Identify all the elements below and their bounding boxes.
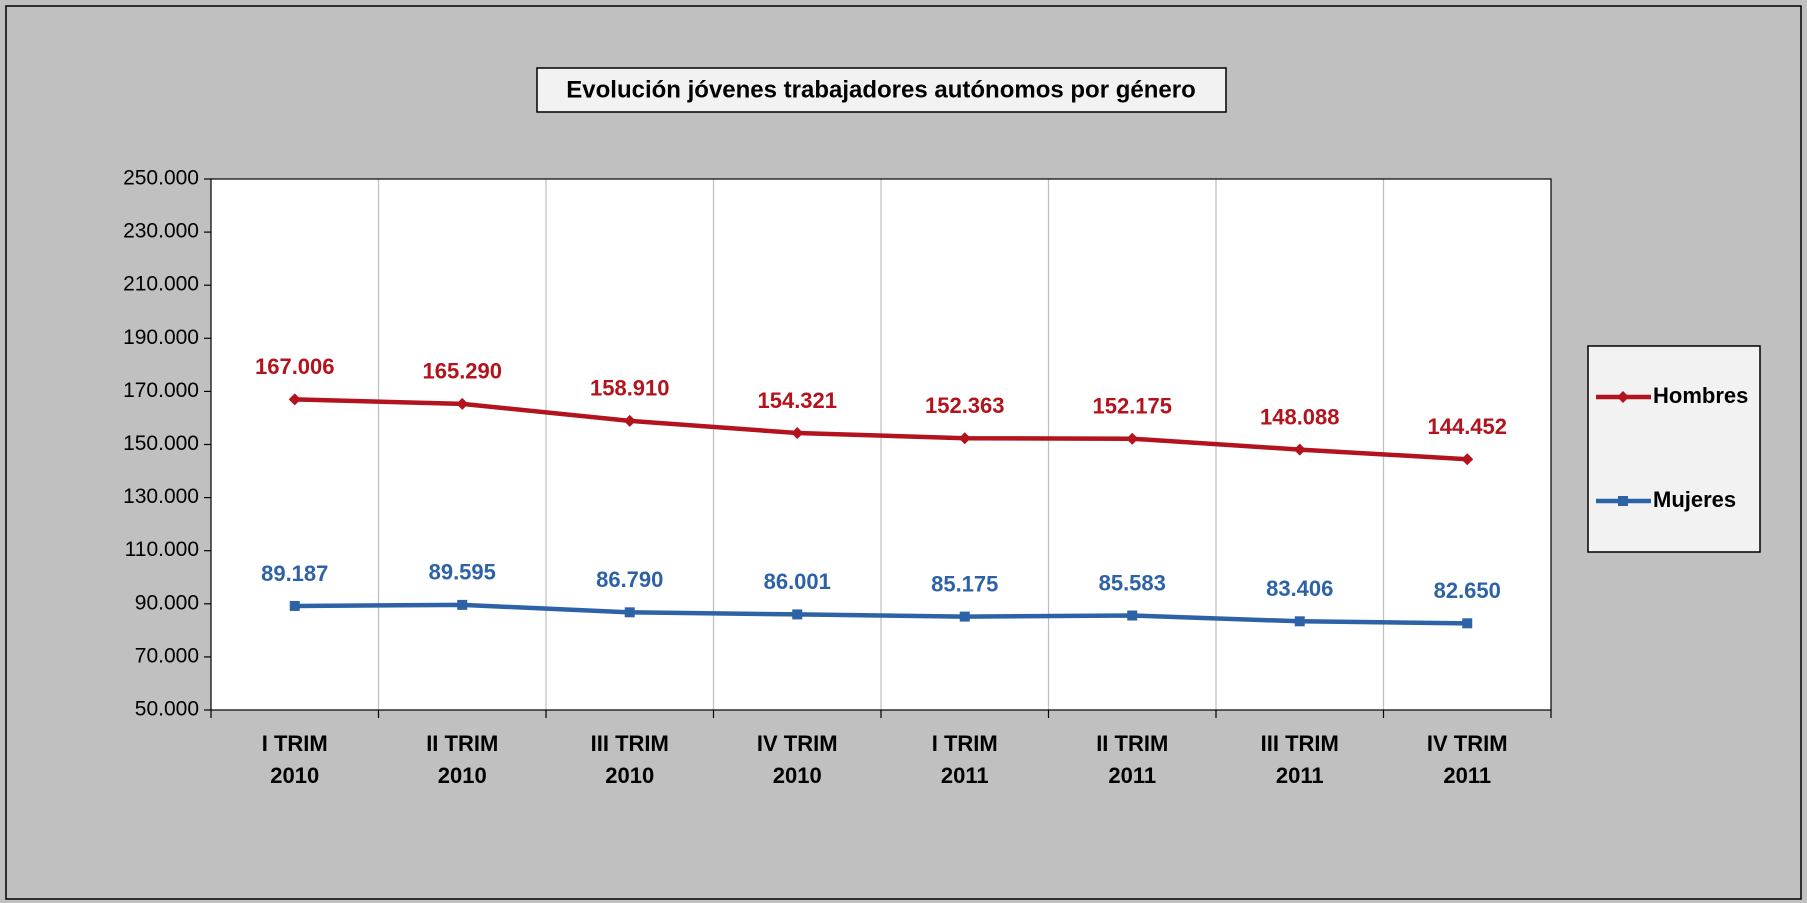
marker (1126, 432, 1139, 445)
marker (289, 600, 300, 611)
x-tick-label-line: IV TRIM (757, 731, 838, 756)
data-label: 82.650 (1434, 578, 1501, 603)
data-label: 85.583 (1099, 570, 1166, 595)
x-tick-label: IV TRIM 2010 (757, 731, 838, 788)
data-label: 148.088 (1260, 404, 1340, 429)
title-box (536, 67, 1227, 113)
legend-marker (1617, 391, 1629, 403)
y-tick-label: 110.000 (125, 538, 199, 561)
marker (624, 607, 635, 618)
y-tick-label: 50.000 (135, 698, 199, 721)
x-tick-label: I TRIM 2010 (262, 731, 328, 788)
legend-marker (1618, 496, 1628, 506)
data-label: 83.406 (1266, 576, 1333, 601)
marker (958, 432, 971, 445)
marker (1293, 443, 1306, 456)
x-tick-label-line: III TRIM (591, 731, 669, 756)
marker (1462, 618, 1473, 629)
marker (792, 609, 803, 620)
data-label: 85.175 (931, 571, 998, 596)
marker (791, 427, 804, 440)
data-label: 167.006 (255, 354, 335, 379)
marker (288, 393, 301, 406)
data-label: 144.452 (1427, 414, 1507, 439)
data-label: 86.790 (596, 567, 663, 592)
marker (1461, 453, 1474, 466)
y-tick-label: 210.000 (123, 273, 199, 296)
data-label: 89.595 (429, 560, 496, 585)
y-tick-label: 170.000 (123, 379, 199, 402)
series-line (294, 602, 1468, 626)
x-tick-label-line: 2011 (941, 763, 989, 788)
x-tick-label-line: 2010 (605, 763, 654, 788)
x-tick-label: III TRIM 2011 (1261, 731, 1339, 788)
x-tick-label-line: 2010 (270, 763, 319, 788)
marker (623, 414, 636, 427)
legend-label: Hombres (1653, 383, 1748, 408)
series-line (294, 397, 1468, 462)
data-label: 89.187 (261, 561, 328, 586)
data-label: 158.910 (590, 376, 670, 401)
x-tick-label: III TRIM 2010 (591, 731, 669, 788)
x-tick-label-line: III TRIM (1261, 731, 1339, 756)
x-tick-label-line: I TRIM (262, 731, 328, 756)
y-tick-label: 190.000 (123, 326, 199, 349)
x-tick-label: IV TRIM 2011 (1427, 731, 1508, 788)
y-tick-label: 150.000 (123, 432, 199, 455)
y-tick-label: 90.000 (135, 591, 199, 614)
x-tick-label-line: 2011 (1443, 763, 1491, 788)
marker (959, 611, 970, 622)
x-tick-label-line: II TRIM (426, 731, 498, 756)
marker (457, 599, 468, 610)
y-tick-label: 250.000 (123, 167, 199, 190)
y-tick-label: 230.000 (123, 220, 199, 243)
x-tick-label: II TRIM 2011 (1096, 731, 1168, 788)
marker (1294, 616, 1305, 627)
legend-label: Mujeres (1653, 487, 1736, 512)
x-tick-label-line: 2010 (773, 763, 822, 788)
legend-box (1587, 345, 1761, 553)
marker (456, 397, 469, 410)
marker (1127, 610, 1138, 621)
data-label: 86.001 (764, 569, 831, 594)
x-tick-label-line: 2011 (1108, 763, 1156, 788)
x-tick-label: II TRIM 2010 (426, 731, 498, 788)
x-tick-label-line: 2011 (1276, 763, 1324, 788)
x-tick-label-line: 2010 (438, 763, 487, 788)
data-label: 152.363 (925, 393, 1005, 418)
data-label: 165.290 (422, 359, 502, 384)
x-tick-label: I TRIM 2011 (932, 731, 998, 788)
x-tick-label-line: II TRIM (1096, 731, 1168, 756)
y-tick-label: 130.000 (123, 485, 199, 508)
x-tick-label-line: IV TRIM (1427, 731, 1508, 756)
data-label: 154.321 (757, 388, 837, 413)
x-tick-label-line: I TRIM (932, 731, 998, 756)
data-label: 152.175 (1092, 394, 1172, 419)
y-tick-label: 70.000 (135, 644, 199, 667)
chart-title: Evolución jóvenes trabajadores autónomos… (566, 76, 1195, 103)
